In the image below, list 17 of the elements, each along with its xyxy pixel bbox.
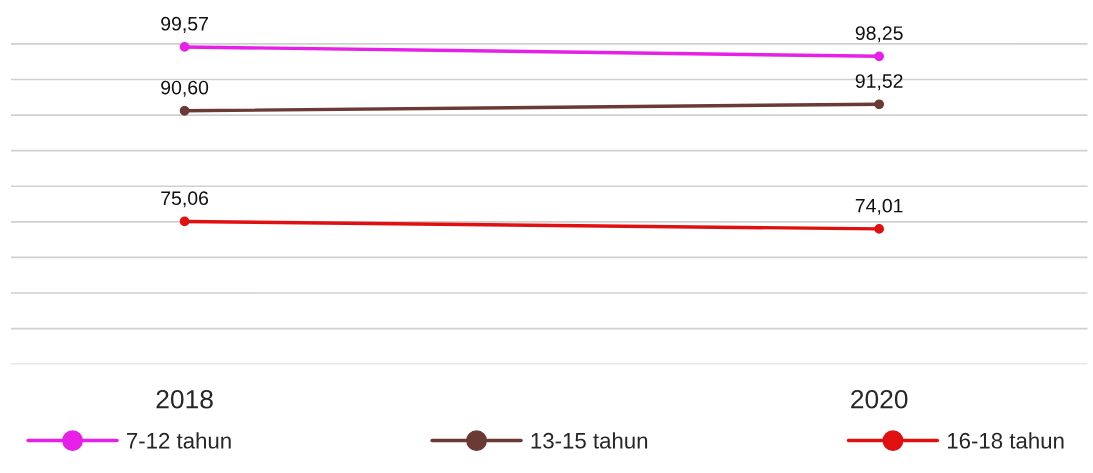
data-label: 74,01 xyxy=(855,198,903,215)
point xyxy=(874,224,885,234)
point xyxy=(179,105,190,116)
x-tick-label: 2020 xyxy=(851,389,908,409)
legend-label: 7-12 tahun xyxy=(127,432,231,449)
legend-label: 16-18 tahun xyxy=(947,432,1064,449)
data-label: 99,57 xyxy=(161,16,208,33)
point xyxy=(179,216,190,227)
data-label: 75,06 xyxy=(161,191,209,208)
data-label: 98,25 xyxy=(855,26,903,43)
data-label: 90,60 xyxy=(161,80,209,97)
legend-label: 13-15 tahun xyxy=(531,432,648,449)
point xyxy=(874,51,885,62)
x-tick-label: 2018 xyxy=(156,389,213,409)
point xyxy=(874,99,885,110)
data-label: 91,52 xyxy=(855,74,903,91)
point xyxy=(179,42,190,52)
